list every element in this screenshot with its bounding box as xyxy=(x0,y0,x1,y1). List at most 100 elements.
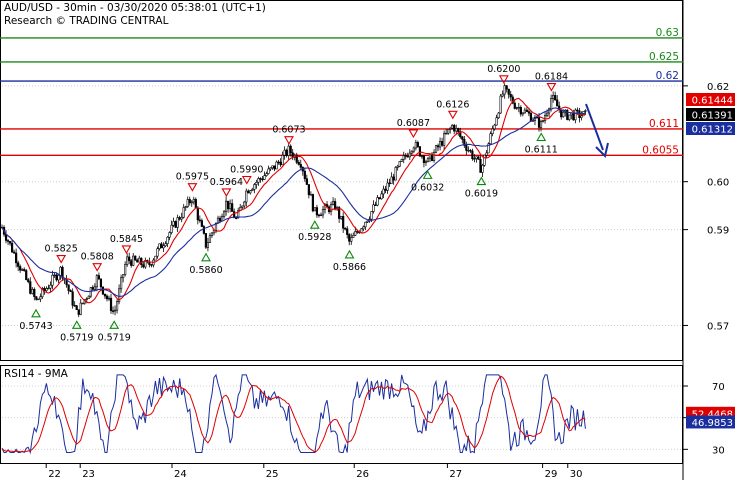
forecast-arrow-head xyxy=(595,142,609,158)
candle-body xyxy=(109,297,113,312)
candle-body xyxy=(451,125,454,129)
candle-body xyxy=(483,154,486,166)
candle-body xyxy=(517,106,520,109)
pivot-low-marker xyxy=(109,320,120,329)
candle-body xyxy=(202,226,205,234)
candle-body xyxy=(539,121,543,128)
forecast-arrow xyxy=(585,103,609,158)
level-label: 0.63 xyxy=(656,27,679,39)
candle-body xyxy=(376,197,379,206)
pivot-label: 0.5928 xyxy=(298,232,331,243)
candle-body xyxy=(473,158,476,160)
rsi-panel-title: RSI14 - 9MA xyxy=(4,368,69,380)
candle-body xyxy=(311,194,314,212)
candle-body xyxy=(71,291,74,306)
candle-body xyxy=(303,170,306,179)
candle-body xyxy=(515,107,518,109)
candle-body xyxy=(142,264,145,268)
candle-body xyxy=(285,149,288,156)
candle-body xyxy=(259,178,262,180)
candle-body xyxy=(220,216,224,222)
rsi-tick-label: 70 xyxy=(712,382,725,393)
pivot-low-marker xyxy=(309,220,320,229)
candle-body xyxy=(344,227,347,230)
candle-body xyxy=(438,141,442,148)
candle-body xyxy=(382,188,385,195)
candle-body xyxy=(265,173,268,176)
candle-body xyxy=(67,284,70,291)
candle-body xyxy=(465,145,468,151)
time-tick-label: 27 xyxy=(449,469,462,480)
moving-averages xyxy=(1,97,586,304)
candle-body xyxy=(489,133,492,145)
candle-body xyxy=(558,105,561,110)
candle-body xyxy=(237,210,240,219)
candle-body xyxy=(408,152,411,158)
candle-body xyxy=(523,109,526,114)
pivot-label: 0.6126 xyxy=(436,99,469,110)
price-tick-label: 0.57 xyxy=(707,321,729,332)
candle-body xyxy=(235,217,238,219)
candle-body xyxy=(576,109,579,112)
ma-fast-line xyxy=(1,97,586,304)
candle-body xyxy=(81,302,84,305)
pivot-high-marker xyxy=(121,245,132,255)
pivot-label: 0.6200 xyxy=(487,64,520,75)
candle-body xyxy=(200,220,203,227)
candle-body xyxy=(224,200,228,212)
candle-body xyxy=(281,154,284,166)
candle-body xyxy=(101,286,105,295)
price-badge-label: 0.61312 xyxy=(692,125,733,136)
chart-header-title: AUD/USD - 30min - 03/30/2020 05:38:01 (U… xyxy=(4,2,266,14)
candle-body xyxy=(441,141,444,146)
candle-body xyxy=(338,207,341,219)
candle-body xyxy=(366,220,369,223)
candle-body xyxy=(426,157,430,163)
candle-body xyxy=(279,161,282,166)
candle-body xyxy=(150,264,153,266)
candle-body xyxy=(481,164,484,173)
candle-body xyxy=(550,98,553,110)
pivot-low-marker xyxy=(422,170,433,179)
pivot-high-marker xyxy=(284,136,294,145)
candle-body xyxy=(299,164,302,168)
candle-body xyxy=(562,111,565,118)
pivot-high-marker xyxy=(241,175,252,185)
candle-body xyxy=(8,241,12,244)
candle-body xyxy=(386,182,389,191)
price-panel-frame xyxy=(0,0,683,361)
candle-body xyxy=(461,136,464,140)
candle-body xyxy=(255,182,258,185)
candle-body xyxy=(43,288,46,291)
candle-body xyxy=(53,274,56,277)
candle-body xyxy=(103,293,107,297)
candle-body xyxy=(477,156,480,160)
candle-body xyxy=(471,150,474,160)
candle-body xyxy=(37,298,40,301)
candle-body xyxy=(541,120,545,122)
candle-body xyxy=(188,199,191,204)
candle-body xyxy=(384,188,387,191)
pivot-label: 0.6019 xyxy=(465,189,498,200)
candle-body xyxy=(287,145,290,156)
candle-body xyxy=(495,117,498,126)
candle-body xyxy=(459,131,462,138)
candle-body xyxy=(505,85,508,90)
candle-body xyxy=(554,95,557,101)
candle-body xyxy=(497,112,500,119)
price-levels: 0.63 0.625 0.62 0.611 0.6055 xyxy=(0,27,683,156)
candle-body xyxy=(404,155,407,157)
candle-body xyxy=(41,288,44,298)
candle-body xyxy=(263,175,266,180)
pivot-high-marker xyxy=(56,255,67,264)
pivot-high-marker xyxy=(546,82,557,92)
candle-body xyxy=(572,112,575,121)
time-tick-label: 22 xyxy=(48,469,61,480)
candle-body xyxy=(372,204,375,212)
candle-body xyxy=(130,260,133,266)
pivot-label: 0.6184 xyxy=(535,72,568,83)
candle-body xyxy=(69,290,72,293)
candle-body xyxy=(95,275,98,288)
